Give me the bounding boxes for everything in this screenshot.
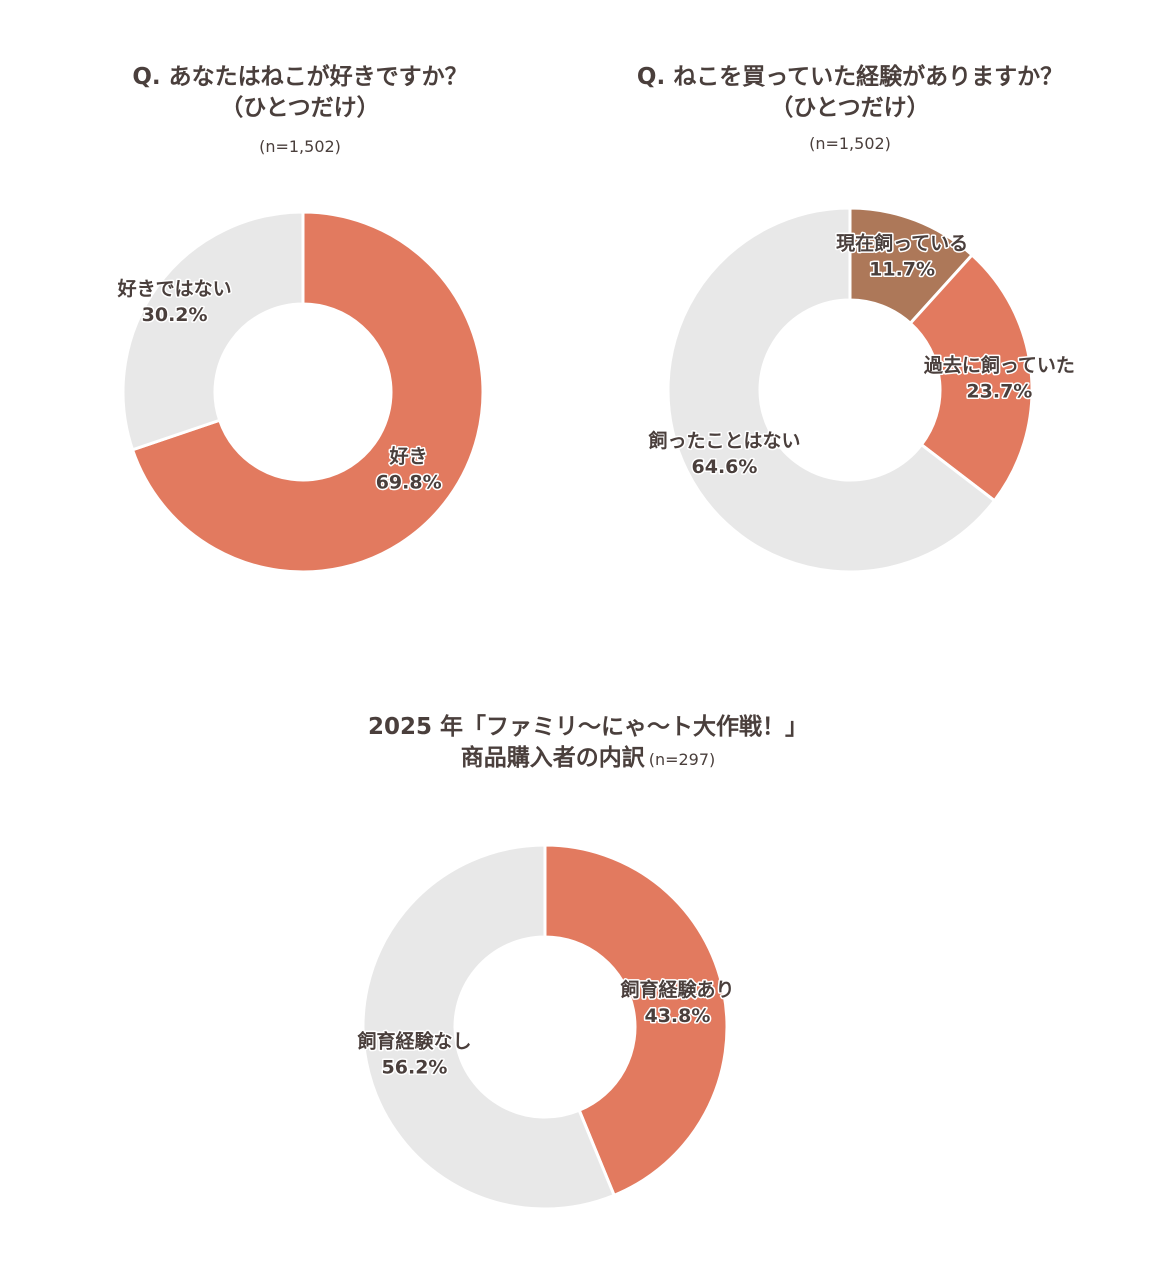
slice-label: 好き (389, 445, 428, 468)
slice-label: 過去に飼っていた (924, 353, 1075, 376)
slice-label: 飼育経験なし (357, 1030, 472, 1053)
pie-slice (130, 210, 485, 574)
chart-title-line-1: Q. あなたはねこが好きですか？ (132, 64, 468, 90)
slice-label-group: 過去に飼っていた 23.7% (922, 352, 1076, 404)
pie-slice (908, 252, 1034, 503)
chart-title: 2025 年「ファミリ〜にゃ〜ト大作戦！」 商品購入者の内訳 (n=297) (218, 712, 958, 775)
slice-label-group: 飼育経験あり 43.8% (618, 976, 736, 1028)
sample-size: (n=1,502) (809, 134, 891, 153)
pie-slice (543, 843, 729, 1198)
donut-chart: 現在飼っている 11.7% 過去に飼っていた 23.7% 飼ったことはない 64.6% (646, 206, 1076, 574)
chart-cat-preference: Q. あなたはねこが好きですか？ （ひとつだけ） (n=1,502) 好き 69.… (40, 60, 560, 600)
chart-title-line-2: （ひとつだけ） (770, 95, 930, 121)
pie-slice (361, 843, 617, 1211)
chart-title-line-1: Q. ねこを買っていた経験がありますか？ (636, 64, 1064, 90)
sample-size: (n=1,502) (259, 137, 341, 156)
slice-value-label: 23.7% (966, 380, 1032, 402)
slice-label-group: 飼ったことはない 64.6% (646, 427, 802, 479)
slice-value-label: 43.8% (644, 1005, 710, 1027)
sample-size: (n=297) (648, 750, 716, 769)
donut-chart: 好き 69.8% 好きではない 30.2% (115, 210, 485, 574)
pie-slice (121, 210, 305, 452)
chart-title-line-1: 2025 年「ファミリ〜にゃ〜ト大作戦！」 (367, 714, 809, 740)
slice-label: 好きではない (117, 277, 232, 300)
chart-title-line-2: 商品購入者の内訳 (n=297) (218, 743, 958, 775)
slice-label-group: 飼育経験なし 56.2% (355, 1028, 473, 1080)
slice-label: 飼育経験あり (619, 978, 734, 1001)
donut-chart: 飼育経験あり 43.8% 飼育経験なし 56.2% (355, 843, 736, 1211)
slice-label: 飼ったことはない (647, 429, 800, 452)
chart-title: Q. ねこを買っていた経験がありますか？ （ひとつだけ） (590, 62, 1110, 124)
chart-title-line-2-text: 商品購入者の内訳 (460, 745, 645, 771)
chart-cat-ownership: Q. ねこを買っていた経験がありますか？ （ひとつだけ） (n=1,502) 現… (590, 60, 1110, 600)
chart-buyer-breakdown: 2025 年「ファミリ〜にゃ〜ト大作戦！」 商品購入者の内訳 (n=297) 飼育… (218, 710, 958, 1250)
slice-value-label: 69.8% (376, 472, 442, 494)
slice-label-group: 好き 69.8% (374, 443, 443, 495)
pie-slice (666, 206, 997, 574)
slice-value-label: 30.2% (142, 304, 208, 326)
slice-label-group: 現在飼っている 11.7% (835, 230, 970, 282)
slice-label: 現在飼っている (836, 232, 968, 255)
chart-title: Q. あなたはねこが好きですか？ （ひとつだけ） (40, 62, 560, 124)
slice-value-label: 11.7% (869, 259, 935, 281)
chart-title-line-2: （ひとつだけ） (220, 95, 380, 121)
slice-value-label: 56.2% (382, 1057, 448, 1079)
slice-value-label: 64.6% (692, 456, 758, 478)
slice-label-group: 好きではない 30.2% (115, 275, 233, 327)
